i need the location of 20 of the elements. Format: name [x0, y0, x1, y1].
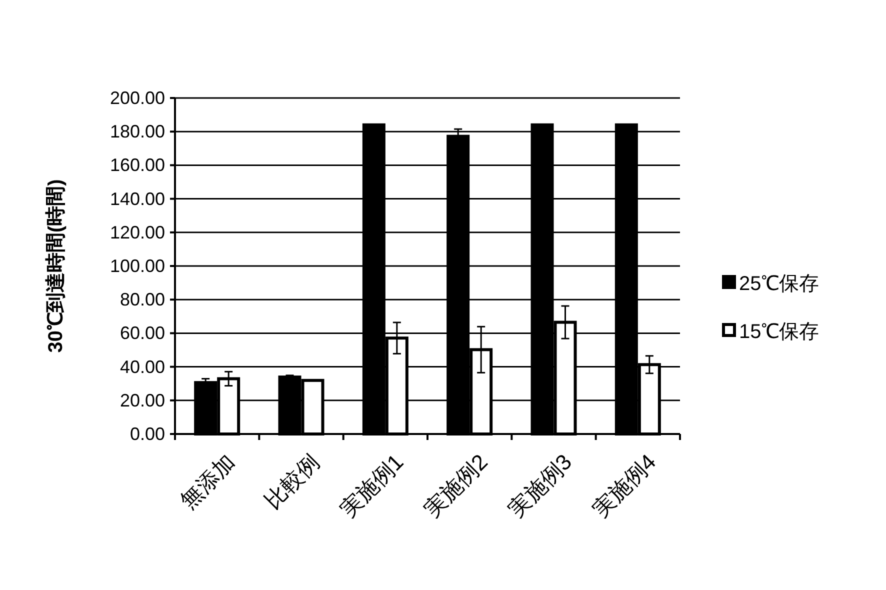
- x-tick-label: 無添加: [176, 449, 240, 514]
- y-tick-label: 200.00: [110, 88, 165, 108]
- y-axis-title: 30℃到達時間(時間): [45, 179, 67, 353]
- x-tick-label: 実施例4: [588, 449, 661, 522]
- y-tick-label: 0.00: [130, 424, 165, 444]
- y-tick-label: 100.00: [110, 256, 165, 276]
- y-tick-label: 20.00: [120, 390, 165, 410]
- x-tick-label: 実施例1: [335, 449, 408, 522]
- y-tick-label: 180.00: [110, 122, 165, 142]
- x-tick-label: 比較例: [260, 449, 324, 514]
- y-tick-label: 140.00: [110, 188, 165, 209]
- y-tick-label: 80.00: [120, 290, 165, 310]
- legend-label: 25℃保存: [739, 273, 820, 295]
- y-tick-label: 60.00: [120, 323, 165, 344]
- y-tick-label: 160.00: [110, 155, 165, 176]
- legend-label: 15℃保存: [739, 321, 820, 343]
- x-tick-label: 実施例3: [504, 449, 577, 522]
- y-tick-label: 120.00: [110, 222, 165, 242]
- x-tick-label: 実施例2: [419, 449, 492, 522]
- y-tick-label: 40.00: [120, 356, 165, 377]
